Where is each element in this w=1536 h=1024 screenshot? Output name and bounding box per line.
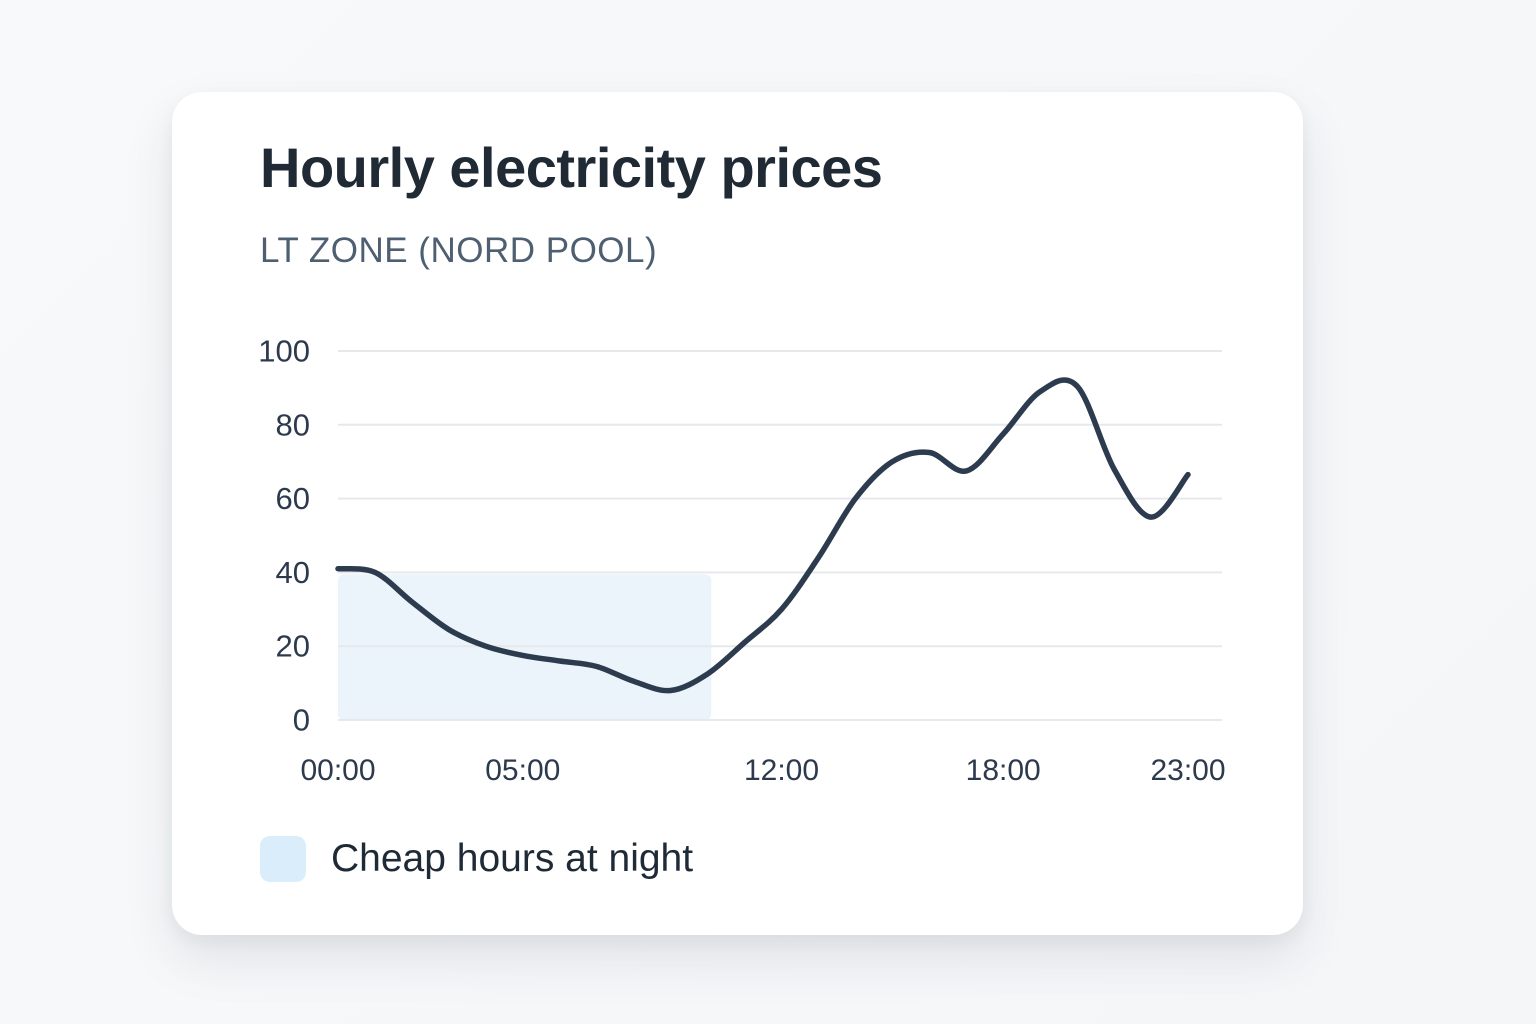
card-title: Hourly electricity prices	[260, 136, 883, 199]
legend-swatch-cheap-hours	[260, 836, 306, 882]
y-axis-tick-label: 0	[293, 703, 310, 738]
y-axis-tick-label: 100	[258, 334, 310, 369]
y-axis-tick-label: 20	[276, 629, 310, 664]
y-axis-tick-label: 80	[276, 407, 310, 442]
x-axis-tick-label: 05:00	[485, 754, 560, 787]
legend-label: Cheap hours at night	[331, 837, 694, 880]
legend: Cheap hours at night	[260, 836, 693, 882]
x-axis-tick-label: 18:00	[966, 754, 1041, 787]
x-axis-tick-label: 00:00	[300, 754, 375, 787]
x-axis-tick-label: 23:00	[1150, 754, 1225, 787]
card-subtitle: LT ZONE (NORD POOL)	[260, 231, 658, 270]
x-axis-tick-label: 12:00	[744, 754, 819, 787]
price-line	[335, 377, 1191, 694]
electricity-prices-card: Hourly electricity prices LT ZONE (NORD …	[172, 92, 1303, 935]
price-chart: 0 20 40 60 80 100 00:00 05:00 12:00 18:00 23:00	[258, 334, 1225, 788]
y-axis-tick-label: 40	[276, 555, 310, 590]
y-axis-tick-label: 60	[276, 481, 310, 516]
cheap-hours-shaded-region	[338, 574, 712, 720]
